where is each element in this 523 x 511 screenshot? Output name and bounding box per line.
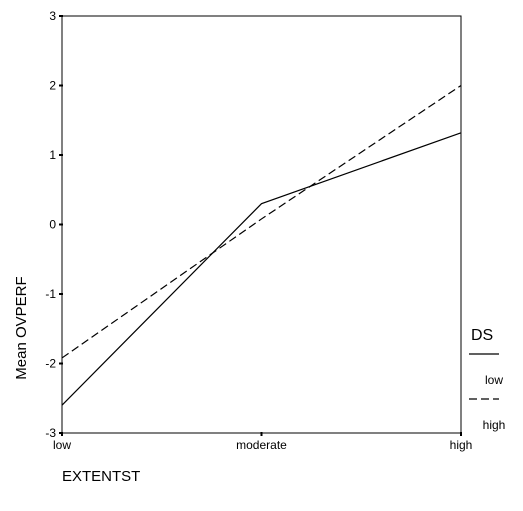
legend-label-low: low — [485, 373, 503, 387]
series-layer — [61, 85, 462, 406]
y-tick-label: 1 — [49, 148, 56, 162]
x-tick-label: low — [53, 438, 71, 452]
y-axis-title: Mean OVPERF — [13, 276, 30, 379]
y-tick-label: 3 — [49, 9, 56, 23]
y-tick-label: 2 — [49, 79, 56, 93]
x-tick-label: moderate — [236, 438, 287, 452]
y-tick-label: -2 — [45, 357, 56, 371]
plot-frame — [61, 15, 462, 434]
x-axis-title: EXTENTST — [62, 468, 140, 485]
legend-entries: low high — [469, 353, 506, 432]
legend-label-high: high — [483, 418, 506, 432]
x-tick-labels: low moderate high — [53, 438, 472, 452]
series-line-low — [61, 132, 462, 406]
y-tick-label: -1 — [45, 287, 56, 301]
y-tick-label: -3 — [45, 426, 56, 440]
axes-layer — [59, 15, 462, 436]
x-tick-label: high — [450, 438, 473, 452]
y-tick-labels: -3 -2 -1 0 1 2 3 — [45, 9, 56, 440]
series-line-high — [61, 85, 462, 359]
legend-title: DS — [471, 327, 493, 344]
legend: DS low high — [469, 327, 505, 432]
y-tick-label: 0 — [49, 218, 56, 232]
